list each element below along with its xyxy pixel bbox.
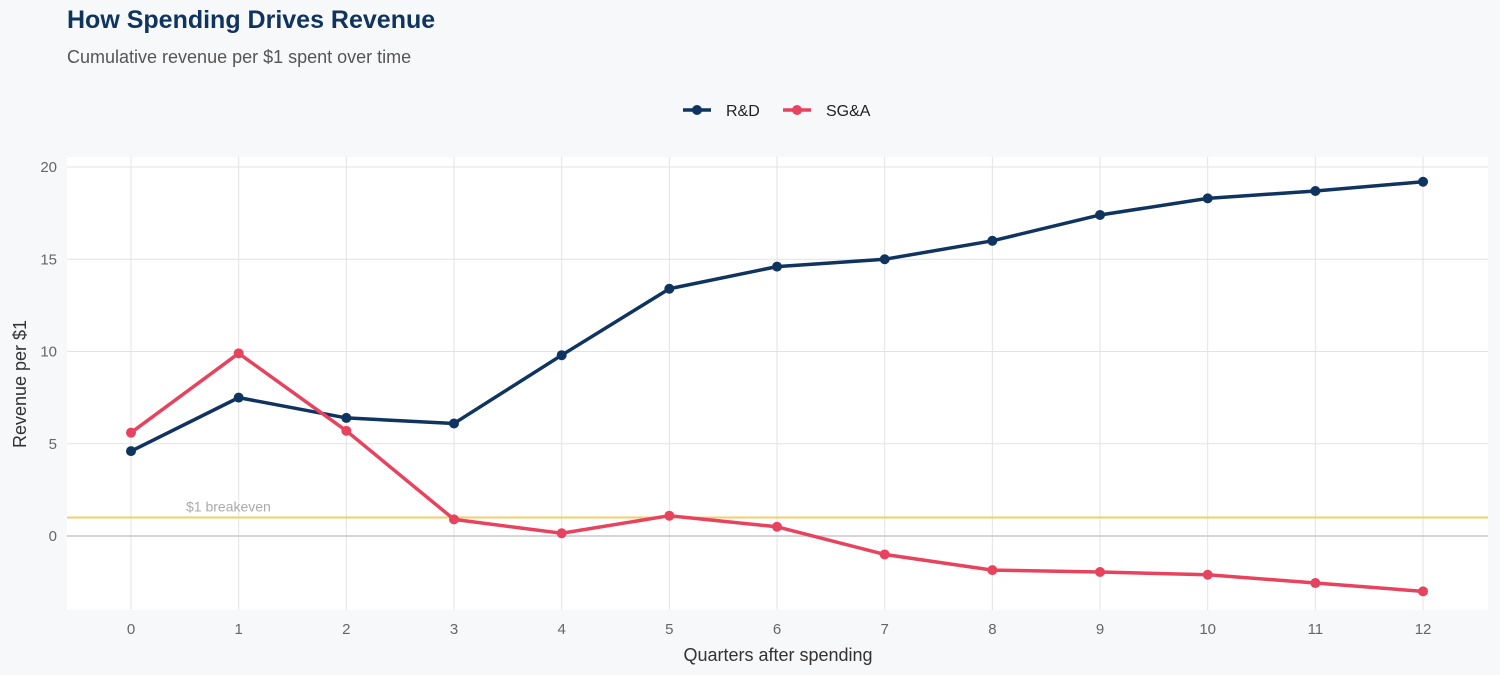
data-point xyxy=(1418,176,1429,187)
x-tick-label: 11 xyxy=(1308,621,1324,638)
y-tick-label: 5 xyxy=(49,436,57,453)
legend-label: SG&A xyxy=(826,103,871,120)
data-point xyxy=(1202,193,1213,204)
data-point xyxy=(987,565,998,576)
y-axis-label: Revenue per $1 xyxy=(10,320,30,448)
chart-subtitle: Cumulative revenue per $1 spent over tim… xyxy=(67,47,412,67)
chart-title: How Spending Drives Revenue xyxy=(67,6,436,34)
legend-label: R&D xyxy=(726,103,760,120)
data-point xyxy=(1095,566,1106,577)
data-point xyxy=(1095,209,1106,220)
data-point xyxy=(233,348,244,359)
x-tick-label: 1 xyxy=(234,621,242,638)
y-tick-label: 15 xyxy=(40,251,57,268)
data-point xyxy=(341,425,352,436)
x-axis-label: Quarters after spending xyxy=(683,645,872,665)
y-tick-label: 0 xyxy=(49,528,57,545)
data-point xyxy=(987,235,998,246)
x-tick-label: 6 xyxy=(773,621,781,638)
breakeven-label: $1 breakeven xyxy=(186,499,271,515)
data-point xyxy=(879,254,890,265)
y-tick-label: 10 xyxy=(40,344,57,361)
data-point xyxy=(556,350,567,361)
x-tick-label: 12 xyxy=(1415,621,1432,638)
x-tick-label: 10 xyxy=(1199,621,1216,638)
legend-key-marker xyxy=(792,105,802,115)
data-point xyxy=(772,521,783,532)
data-point xyxy=(879,549,890,560)
x-tick-label: 2 xyxy=(342,621,350,638)
data-point xyxy=(1310,578,1321,589)
x-tick-label: 0 xyxy=(127,621,135,638)
data-point xyxy=(556,528,567,539)
data-point xyxy=(233,392,244,403)
y-tick-label: 20 xyxy=(40,159,57,176)
data-point xyxy=(449,514,460,525)
data-point xyxy=(341,412,352,423)
data-point xyxy=(1418,586,1429,597)
data-point xyxy=(664,510,675,521)
data-point xyxy=(1310,185,1321,196)
x-tick-label: 8 xyxy=(988,621,996,638)
data-point xyxy=(449,418,460,429)
data-point xyxy=(126,446,136,457)
x-tick-label: 7 xyxy=(881,621,889,638)
x-tick-label: 9 xyxy=(1096,621,1104,638)
legend-key-marker xyxy=(692,105,702,115)
data-point xyxy=(664,283,675,294)
data-point xyxy=(772,261,783,272)
data-point xyxy=(126,427,136,438)
x-tick-label: 5 xyxy=(665,621,673,638)
x-tick-label: 4 xyxy=(558,621,566,638)
data-point xyxy=(1202,569,1213,580)
x-tick-label: 3 xyxy=(450,621,458,638)
